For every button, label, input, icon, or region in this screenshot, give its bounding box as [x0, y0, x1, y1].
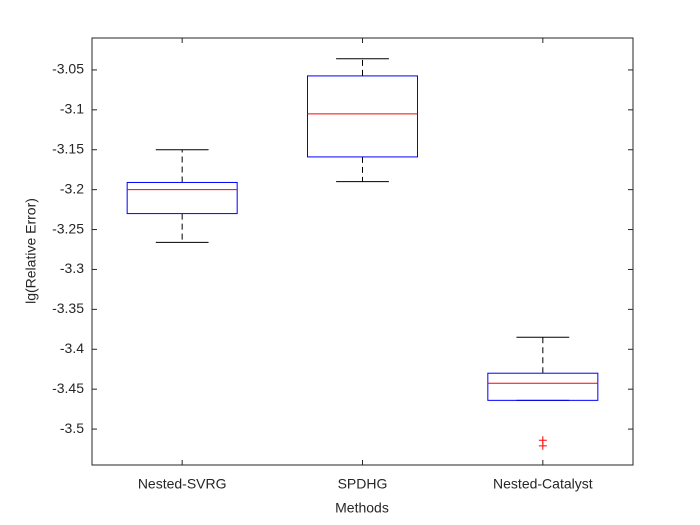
y-tick-label: -3.35	[52, 300, 84, 316]
x-tick-label: Nested-SVRG	[138, 476, 227, 492]
box	[487, 372, 599, 401]
box	[126, 181, 238, 215]
y-tick-label: -3.4	[60, 340, 84, 356]
y-axis-label: lg(Relative Error)	[23, 198, 39, 304]
y-tick-label: -3.15	[52, 140, 84, 156]
y-tick-label: -3.25	[52, 220, 84, 236]
x-tick-label: SPDHG	[338, 476, 388, 492]
y-tick-label: -3.2	[60, 180, 84, 196]
plot-area	[91, 37, 634, 466]
box	[306, 75, 419, 158]
y-tick-label: -3.3	[60, 260, 84, 276]
y-tick-label: -3.1	[60, 101, 84, 117]
x-tick-label: Nested-Catalyst	[493, 476, 593, 492]
y-tick-label: -3.05	[52, 61, 84, 77]
y-tick-label: -3.5	[60, 420, 84, 436]
outlier	[538, 441, 547, 450]
y-tick-label: -3.45	[52, 380, 84, 396]
x-axis-label: Methods	[335, 500, 389, 516]
